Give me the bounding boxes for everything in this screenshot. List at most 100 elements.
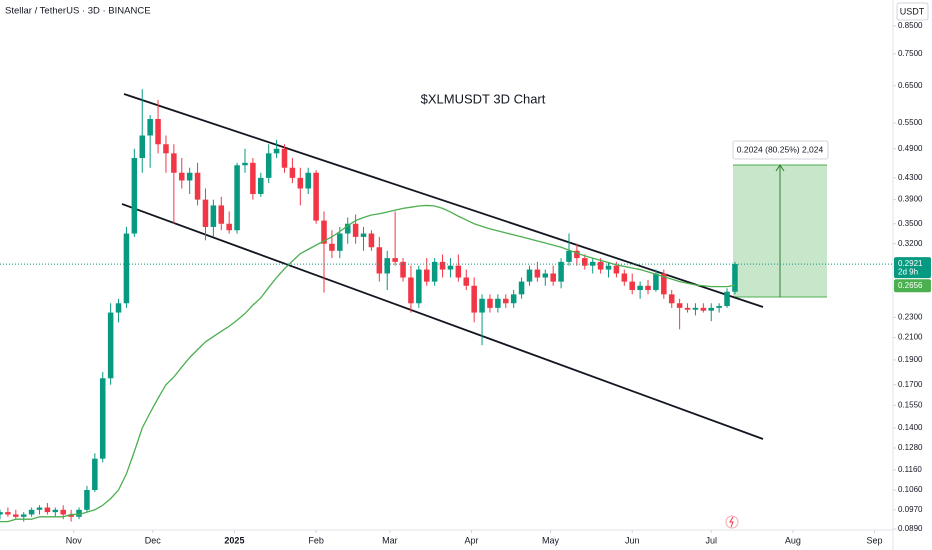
candle-body [352, 223, 359, 237]
candle-body [542, 273, 549, 278]
last-price-label: 0.2921 [898, 259, 923, 268]
x-tick-label: 2025 [224, 535, 244, 545]
candle-body [503, 298, 509, 304]
event-icon-bolt [729, 516, 734, 528]
candle-body [653, 273, 659, 291]
x-tick-label: Nov [66, 535, 83, 545]
candle-body [139, 135, 146, 159]
candle-body [550, 273, 556, 282]
candle-body [107, 312, 114, 379]
y-tick-label: 0.1160 [898, 465, 922, 474]
candle-body [637, 285, 643, 291]
candle-body [36, 507, 43, 510]
candle-body [510, 294, 517, 304]
candle-body [321, 220, 327, 244]
candle-body [123, 233, 130, 304]
candle-body [526, 269, 533, 282]
x-tick-label: Aug [785, 535, 801, 545]
x-tick-label: Sep [867, 535, 883, 545]
candle-body [218, 205, 225, 224]
candle-body [534, 269, 541, 278]
candle-body [732, 264, 738, 292]
lower-trendline [121, 203, 764, 440]
candle-body [147, 118, 153, 136]
candle-body [305, 172, 311, 189]
y-tick-label: 0.3200 [898, 239, 923, 248]
candle-body [20, 514, 27, 517]
candle-body [13, 514, 19, 517]
candle-body [329, 243, 335, 251]
candle-body [479, 298, 485, 313]
candle-body [171, 153, 177, 173]
candle-body [431, 261, 438, 282]
candle-body [60, 509, 66, 515]
x-tick-label: Jun [625, 535, 640, 545]
upper-trendline [123, 93, 764, 308]
candle-body [68, 514, 74, 517]
candle-body [115, 303, 122, 313]
candle-body [52, 509, 59, 513]
candle-body [337, 233, 343, 251]
y-tick-label: 0.4900 [898, 144, 923, 153]
y-tick-label: 0.0890 [898, 524, 923, 533]
symbol-header: Stellar / TetherUS · 3D · BINANCE [5, 6, 151, 17]
candle-body [716, 306, 722, 308]
candle-body [676, 303, 683, 308]
candle-body [131, 158, 138, 234]
candle-body [621, 273, 628, 282]
ma-price-label: 0.2656 [898, 281, 923, 290]
x-tick-label: Mar [382, 535, 398, 545]
y-tick-label: 0.1700 [898, 380, 923, 389]
x-tick-label: Feb [308, 535, 324, 545]
y-tick-label: 0.2300 [898, 312, 923, 321]
x-tick-label: Dec [145, 535, 162, 545]
candle-body [28, 509, 35, 515]
candle-body [408, 277, 414, 304]
candle-body [194, 172, 201, 200]
candle-body [574, 250, 580, 259]
y-tick-label: 0.1060 [898, 485, 923, 494]
plot-area: 0.2024 (80.25%) 2,024 $XLMUSDT 3D Chart … [0, 6, 893, 529]
candle-body [242, 162, 248, 166]
candle-body [597, 261, 604, 270]
candle-body [392, 258, 398, 262]
ma-price-box [894, 279, 931, 293]
y-tick-label: 0.1900 [898, 355, 923, 364]
candle-body [400, 261, 406, 278]
y-tick-label: 0.2100 [898, 333, 923, 342]
y-tick-label: 0.1400 [898, 423, 923, 432]
candle-body [423, 269, 430, 282]
measure-arrowhead [775, 164, 785, 172]
candle-body [368, 233, 375, 248]
candle-body [447, 265, 454, 270]
candle-body [92, 458, 98, 491]
y-tick-label: 0.6500 [898, 81, 923, 90]
currency-box[interactable] [896, 2, 929, 21]
candle-body [258, 177, 264, 194]
candle-body [297, 177, 304, 189]
candle-body [234, 165, 240, 231]
candle-body [344, 223, 351, 234]
candle-body [44, 507, 51, 513]
candle-body [202, 199, 209, 227]
candle-body [163, 144, 169, 154]
candle-body [439, 261, 446, 270]
candle-body [265, 153, 272, 178]
measure-label-box [732, 140, 829, 160]
y-tick-label: 0.8500 [898, 21, 923, 30]
candle-body [471, 285, 477, 313]
candle-body [518, 281, 525, 295]
last-price-box [894, 257, 931, 279]
candle-body [155, 118, 161, 145]
candle-body [5, 512, 11, 515]
candle-body [668, 294, 675, 304]
candle-body [210, 205, 217, 227]
candle-body [178, 172, 185, 181]
candle-body [376, 247, 383, 274]
candle-body [76, 509, 82, 517]
candle-body [463, 277, 470, 286]
candle-body [281, 148, 288, 168]
candle-body [589, 261, 596, 266]
candle-body [289, 167, 296, 178]
